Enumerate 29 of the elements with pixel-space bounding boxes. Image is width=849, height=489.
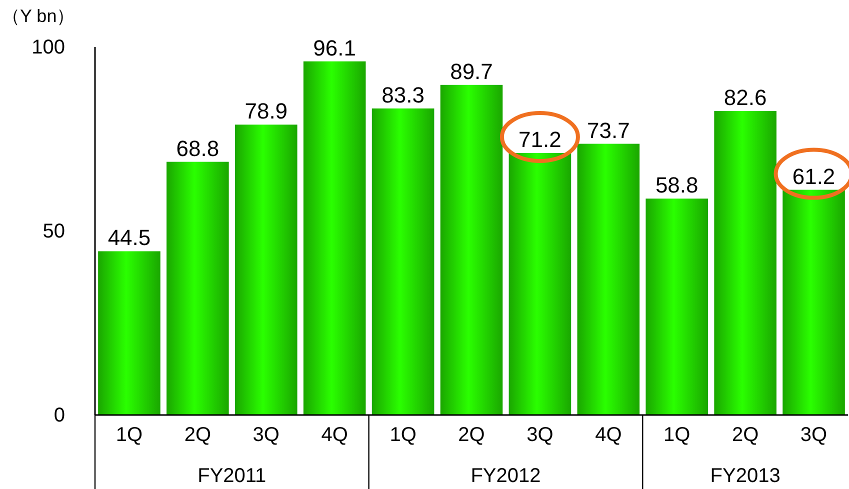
x-tick-label: 2Q [732, 424, 759, 446]
text: FY2012 [470, 465, 541, 487]
x-tick-label: 3Q [252, 424, 280, 446]
x-tick-label: 3Q [800, 424, 828, 446]
x-tick-label: 1Q [390, 424, 416, 446]
data-label: 89.7 [450, 58, 493, 84]
data-label: 61.2 [792, 164, 836, 189]
x-tick-label: 4Q [321, 424, 348, 446]
y-tick-label: 50 [42, 220, 65, 242]
y-tick-label: 0 [54, 404, 65, 426]
x-tick-label: 3Q [526, 424, 554, 446]
data-label: 83.3 [382, 82, 424, 108]
y-tick-label: 100 [32, 36, 65, 58]
data-label: 78.9 [244, 98, 288, 124]
text: FY2011 [198, 465, 266, 487]
y-axis-title: （Y bn） [2, 6, 75, 26]
data-label: 44.5 [108, 225, 151, 250]
data-label: 82.6 [724, 85, 767, 110]
text: FY2013 [710, 465, 780, 487]
x-tick-label: 4Q [595, 424, 622, 446]
data-label: 58.8 [655, 172, 698, 198]
x-tick-label: 1Q [116, 424, 143, 446]
data-label: 96.1 [313, 35, 356, 60]
x-tick-label: 1Q [664, 424, 690, 446]
x-tick-label: 2Q [458, 424, 485, 446]
x-tick-label: 2Q [184, 424, 212, 446]
data-label: 73.7 [586, 118, 630, 143]
data-label: 68.8 [176, 136, 220, 161]
data-label: 71.2 [518, 126, 562, 152]
